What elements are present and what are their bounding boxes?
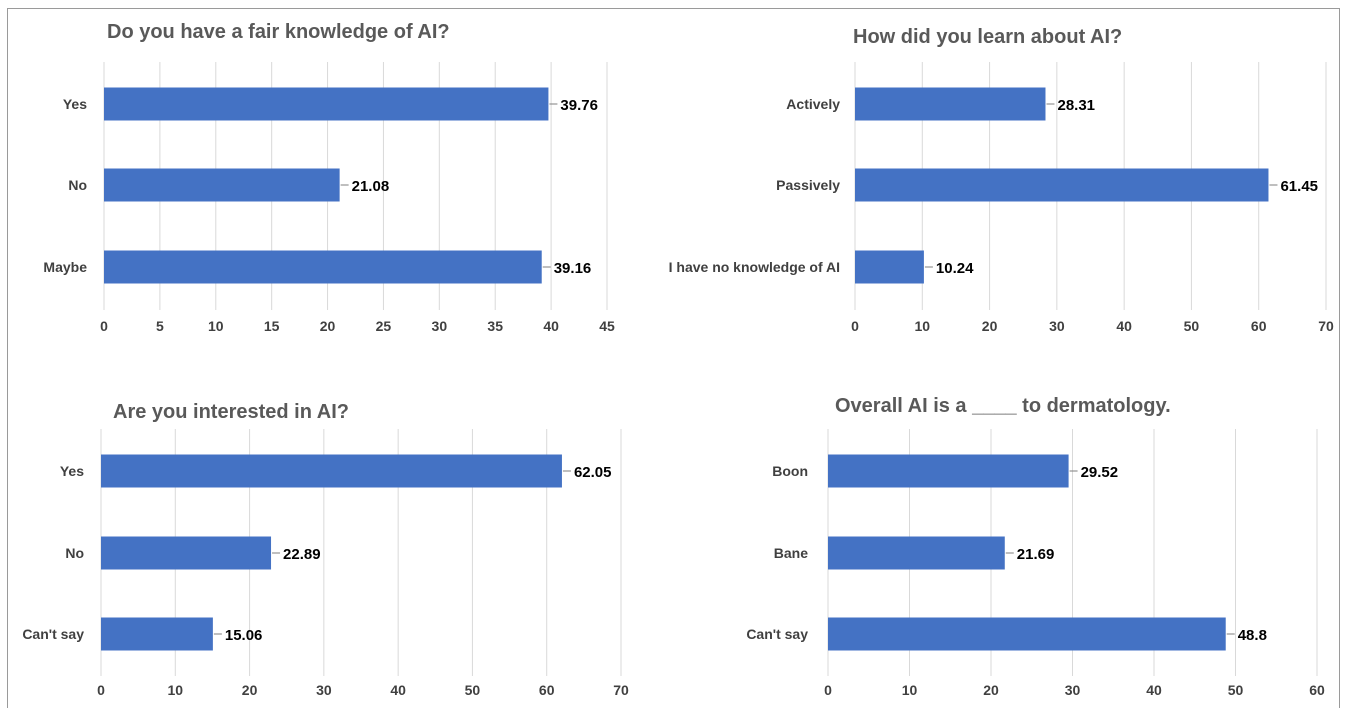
- x-tick-label: 10: [902, 682, 918, 698]
- category-label: Maybe: [43, 259, 87, 275]
- x-tick-label: 40: [390, 682, 406, 698]
- x-tick-label: 35: [487, 318, 503, 334]
- data-label: 21.08: [352, 178, 390, 195]
- x-tick-label: 25: [376, 318, 392, 334]
- category-label: Passively: [776, 177, 840, 193]
- bar: [101, 617, 213, 651]
- category-label: Can't say: [746, 626, 808, 642]
- category-label: No: [65, 545, 84, 561]
- x-tick-label: 20: [242, 682, 258, 698]
- data-label: 39.76: [560, 97, 598, 114]
- bar: [828, 617, 1226, 651]
- data-label: 28.31: [1057, 97, 1095, 114]
- x-tick-label: 70: [613, 682, 629, 698]
- x-tick-label: 5: [156, 318, 164, 334]
- x-tick-label: 20: [982, 318, 998, 334]
- x-tick-label: 20: [320, 318, 336, 334]
- x-tick-label: 60: [539, 682, 555, 698]
- figure-frame: [7, 8, 1340, 708]
- x-tick-label: 40: [543, 318, 559, 334]
- x-tick-label: 10: [914, 318, 930, 334]
- x-tick-label: 40: [1146, 682, 1162, 698]
- x-tick-label: 30: [432, 318, 448, 334]
- data-label: 21.69: [1017, 546, 1055, 563]
- x-tick-label: 30: [1049, 318, 1065, 334]
- x-tick-label: 40: [1116, 318, 1132, 334]
- x-tick-label: 10: [208, 318, 224, 334]
- bar: [104, 87, 549, 121]
- x-tick-label: 30: [316, 682, 332, 698]
- x-tick-label: 20: [983, 682, 999, 698]
- data-label: 62.05: [574, 464, 612, 481]
- category-label: Actively: [786, 96, 840, 112]
- x-tick-label: 30: [1065, 682, 1081, 698]
- data-label: 29.52: [1081, 464, 1119, 481]
- x-tick-label: 60: [1309, 682, 1325, 698]
- data-label: 61.45: [1280, 178, 1318, 195]
- bar: [101, 536, 272, 570]
- bar: [104, 168, 340, 202]
- data-label: 10.24: [936, 260, 974, 277]
- category-label: Bane: [774, 545, 808, 561]
- category-label: I have no knowledge of AI: [669, 259, 840, 275]
- bar: [104, 250, 542, 284]
- bar: [855, 250, 924, 284]
- category-label: Yes: [60, 463, 84, 479]
- data-label: 48.8: [1238, 627, 1267, 644]
- x-tick-label: 0: [100, 318, 108, 334]
- bar: [101, 454, 562, 488]
- bar: [855, 87, 1046, 121]
- chart-title: How did you learn about AI?: [853, 26, 1122, 48]
- x-tick-label: 50: [465, 682, 481, 698]
- bar: [828, 536, 1005, 570]
- data-label: 39.16: [554, 260, 592, 277]
- chart-title: Are you interested in AI?: [113, 401, 349, 423]
- data-label: 15.06: [225, 627, 263, 644]
- bar: [828, 454, 1069, 488]
- x-tick-label: 0: [97, 682, 105, 698]
- x-tick-label: 10: [167, 682, 183, 698]
- x-tick-label: 50: [1228, 682, 1244, 698]
- category-label: No: [68, 177, 87, 193]
- x-tick-label: 60: [1251, 318, 1267, 334]
- category-label: Can't say: [22, 626, 84, 642]
- data-label: 22.89: [283, 546, 321, 563]
- x-tick-label: 70: [1318, 318, 1334, 334]
- x-tick-label: 15: [264, 318, 280, 334]
- category-label: Yes: [63, 96, 87, 112]
- chart-title: Do you have a fair knowledge of AI?: [107, 21, 450, 43]
- chart-title: Overall AI is a ____ to dermatology.: [835, 395, 1171, 417]
- x-tick-label: 0: [851, 318, 859, 334]
- x-tick-label: 0: [824, 682, 832, 698]
- x-tick-label: 45: [599, 318, 615, 334]
- category-label: Boon: [772, 463, 808, 479]
- bar: [855, 168, 1269, 202]
- x-tick-label: 50: [1184, 318, 1200, 334]
